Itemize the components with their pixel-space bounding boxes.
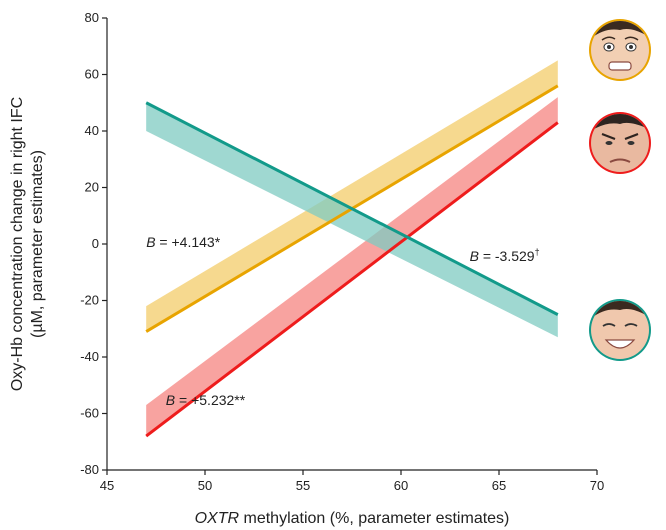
y-tick-label: -40 <box>80 349 99 364</box>
x-tick-label: 45 <box>100 478 114 493</box>
anger-confidence-band <box>146 97 558 437</box>
y-tick-label: -20 <box>80 293 99 308</box>
y-tick-label: 80 <box>85 10 99 25</box>
x-tick-label: 55 <box>296 478 310 493</box>
annotations: B = +4.143* B = +5.232** B = -3.529† <box>146 234 539 408</box>
x-tick-label: 65 <box>492 478 506 493</box>
y-tick-label: 60 <box>85 67 99 82</box>
y-tick-label: -60 <box>80 406 99 421</box>
x-tick-label: 50 <box>198 478 212 493</box>
fear-coefficient-label: B = +4.143* <box>146 234 221 250</box>
y-axis-label-line2: (µM, parameter estimates) <box>29 150 46 338</box>
y-ticks: -80 -60 -40 -20 0 20 40 60 80 <box>80 10 107 477</box>
x-tick-label: 70 <box>590 478 604 493</box>
y-tick-label: -80 <box>80 462 99 477</box>
angry-face-icon <box>589 112 651 174</box>
happy-face-icon <box>589 299 651 361</box>
anger-regression-line <box>145 121 559 438</box>
regression-lines <box>145 84 559 438</box>
y-axis-label-line1: Oxy-Hb concentration change in right IFC <box>9 97 26 391</box>
fear-confidence-band <box>146 60 558 332</box>
x-tick-label: 60 <box>394 478 408 493</box>
y-tick-label: 0 <box>92 236 99 251</box>
x-ticks: 45 50 55 60 65 70 <box>100 470 604 493</box>
y-tick-label: 20 <box>85 180 99 195</box>
happy-regression-line <box>145 101 559 316</box>
happy-confidence-band <box>146 102 558 338</box>
anger-coefficient-label: B = +5.232** <box>166 392 246 408</box>
happy-coefficient-label: B = -3.529† <box>470 247 540 264</box>
y-tick-label: 40 <box>85 123 99 138</box>
confidence-bands <box>146 60 558 437</box>
fearful-face-icon <box>589 19 651 81</box>
x-axis-label: OXTR methylation (%, parameter estimates… <box>195 510 510 527</box>
